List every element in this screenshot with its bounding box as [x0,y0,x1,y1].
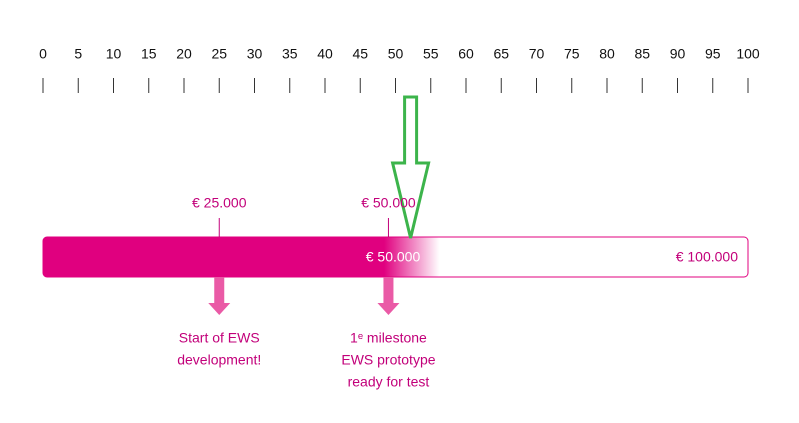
tick-label: 50 [388,46,404,62]
marker-label: € 25.000 [192,195,247,211]
tick-label: 0 [39,46,47,62]
marker-arrow [208,277,231,315]
marker-note: development! [177,352,261,368]
bar-fill [43,237,440,277]
content: 0 5 10 15 20 25 30 35 40 45 50 55 60 65 70 75 80 85 90 95 10… [39,46,760,390]
tick-label: 100 [736,46,760,62]
tick-label: 25 [211,46,227,62]
tick-label: 60 [458,46,474,62]
tick-label: 80 [599,46,615,62]
goal-label: € 100.000 [676,249,738,265]
marker-note: EWS prototype [341,352,435,368]
marker-note: ready for test [348,374,430,390]
tick-label: 15 [141,46,157,62]
tick-label: 70 [529,46,545,62]
tick-label: 35 [282,46,298,62]
tick-label: 75 [564,46,580,62]
tick-label: 5 [74,46,82,62]
tick-label: 65 [493,46,509,62]
tick-label: 90 [670,46,686,62]
raised-label: € 50.000 [366,249,421,265]
marker-note: 1ᵉ milestone [350,330,427,346]
marker-arrow [377,277,400,315]
tick-label: 30 [247,46,263,62]
tick-label: 85 [634,46,650,62]
tick-label: 20 [176,46,192,62]
marker-label: € 50.000 [361,195,416,211]
tick-label: 55 [423,46,439,62]
tick-label: 95 [705,46,721,62]
tick-label: 10 [106,46,122,62]
progress-arrow [390,95,431,239]
tick-label: 40 [317,46,333,62]
marker-note: Start of EWS [179,330,260,346]
tick-label: 45 [352,46,368,62]
